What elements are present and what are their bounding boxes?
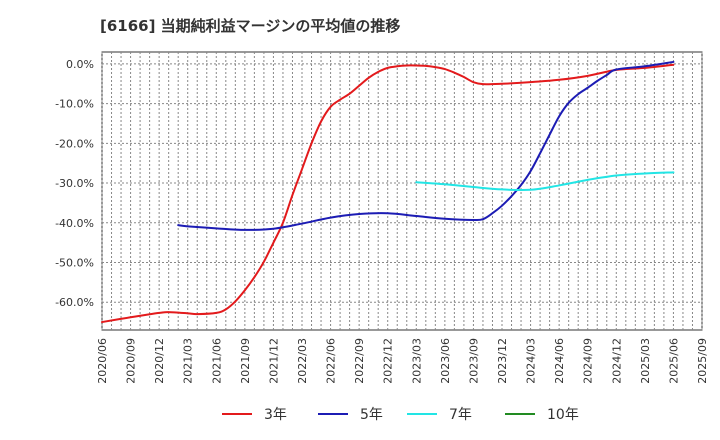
x-tick-label: 2023/09 (467, 338, 480, 384)
legend-label-3年: 3年 (264, 407, 287, 423)
x-tick-label: 2025/06 (667, 338, 680, 384)
x-tick-label: 2025/09 (696, 338, 709, 384)
y-tick-label: 0.0% (66, 58, 94, 71)
x-axis: 2020/06 2020/09 2020/12 2021/03 2021/06 2021/… (96, 338, 709, 384)
x-tick-label: 2024/03 (525, 338, 538, 384)
x-tick-label: 2022/12 (382, 338, 395, 384)
x-tick-label: 2025/03 (639, 338, 652, 384)
legend-label-10年: 10年 (547, 407, 579, 423)
series-line-3年 (101, 63, 675, 324)
x-tick-label: 2021/09 (239, 338, 252, 384)
x-tick-label: 2021/03 (182, 338, 195, 384)
x-tick-label: 2024/06 (553, 338, 566, 384)
y-tick-label: -20.0% (55, 137, 94, 150)
y-tick-label: -10.0% (55, 98, 94, 111)
legend-label-7年: 7年 (449, 407, 472, 423)
x-tick-label: 2024/09 (582, 338, 595, 384)
y-axis: 0.0% -10.0% -20.0% -30.0% -40.0% -50.0% -60.0% (55, 58, 94, 309)
x-tick-label: 2023/12 (496, 338, 509, 384)
plot-area (101, 51, 703, 331)
series-lines (101, 60, 675, 324)
x-tick-label: 2021/06 (210, 338, 223, 384)
x-tick-label: 2020/12 (153, 338, 166, 384)
x-tick-label: 2024/12 (610, 338, 623, 384)
x-tick-label: 2020/06 (96, 338, 109, 384)
legend-label-5年: 5年 (360, 407, 383, 423)
grid (101, 52, 703, 330)
y-tick-label: -40.0% (55, 217, 94, 230)
series-line-7年 (415, 171, 675, 192)
x-tick-label: 2022/09 (353, 338, 366, 384)
x-tick-label: 2022/06 (325, 338, 338, 384)
series-line-5年 (177, 60, 675, 231)
x-tick-label: 2021/12 (267, 338, 280, 384)
y-tick-label: -50.0% (55, 256, 94, 269)
legend: 3年 5年 7年 10年 (222, 407, 579, 423)
x-tick-label: 2023/03 (410, 338, 423, 384)
y-tick-label: -30.0% (55, 177, 94, 190)
x-tick-label: 2023/06 (439, 338, 452, 384)
x-tick-label: 2020/09 (125, 338, 138, 384)
x-tick-label: 2022/03 (296, 338, 309, 384)
y-tick-label: -60.0% (55, 296, 94, 309)
chart-title: [6166] 当期純利益マージンの平均値の推移 (100, 17, 400, 35)
